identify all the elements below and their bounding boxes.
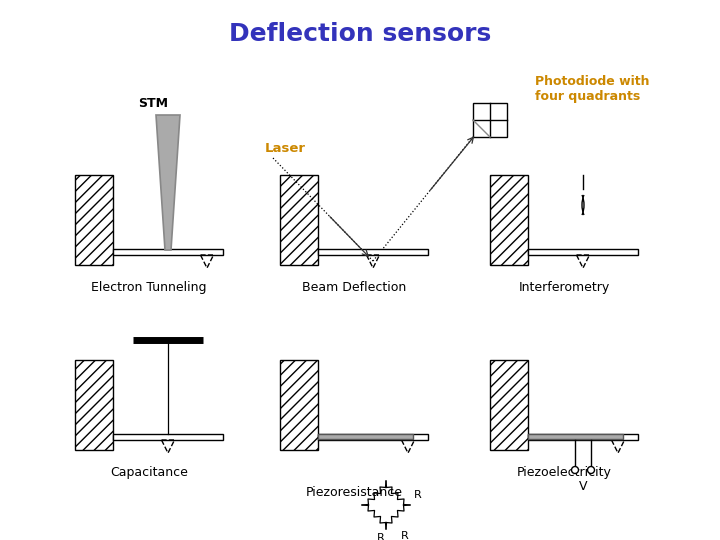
Bar bbox=[318, 434, 413, 439]
Text: Piezoelectricity: Piezoelectricity bbox=[516, 466, 611, 479]
Bar bbox=[528, 434, 623, 439]
Bar bbox=[75, 360, 113, 450]
Text: R: R bbox=[377, 533, 385, 540]
Bar bbox=[75, 175, 113, 265]
Text: V: V bbox=[579, 480, 588, 493]
Text: R: R bbox=[400, 531, 408, 540]
Bar bbox=[490, 360, 528, 450]
Text: Beam Deflection: Beam Deflection bbox=[302, 281, 406, 294]
Bar bbox=[318, 434, 428, 440]
Text: Interferometry: Interferometry bbox=[518, 281, 610, 294]
Bar bbox=[528, 434, 638, 440]
Text: Photodiode with
four quadrants: Photodiode with four quadrants bbox=[535, 75, 649, 103]
Bar bbox=[280, 360, 318, 450]
Bar bbox=[113, 249, 223, 255]
Text: Laser: Laser bbox=[265, 141, 306, 154]
Bar bbox=[280, 175, 318, 265]
Circle shape bbox=[588, 467, 595, 474]
Bar bbox=[318, 249, 428, 255]
Bar bbox=[490, 175, 528, 265]
Text: STM: STM bbox=[138, 97, 168, 110]
Bar bbox=[113, 434, 223, 440]
Bar bbox=[473, 103, 507, 137]
Text: R: R bbox=[414, 490, 422, 501]
Circle shape bbox=[572, 467, 578, 474]
Text: Electron Tunneling: Electron Tunneling bbox=[91, 281, 207, 294]
Text: Deflection sensors: Deflection sensors bbox=[229, 22, 491, 46]
Text: Piezoresistance: Piezoresistance bbox=[305, 486, 402, 499]
Bar bbox=[528, 249, 638, 255]
Text: Capacitance: Capacitance bbox=[110, 466, 188, 479]
Polygon shape bbox=[156, 115, 180, 250]
